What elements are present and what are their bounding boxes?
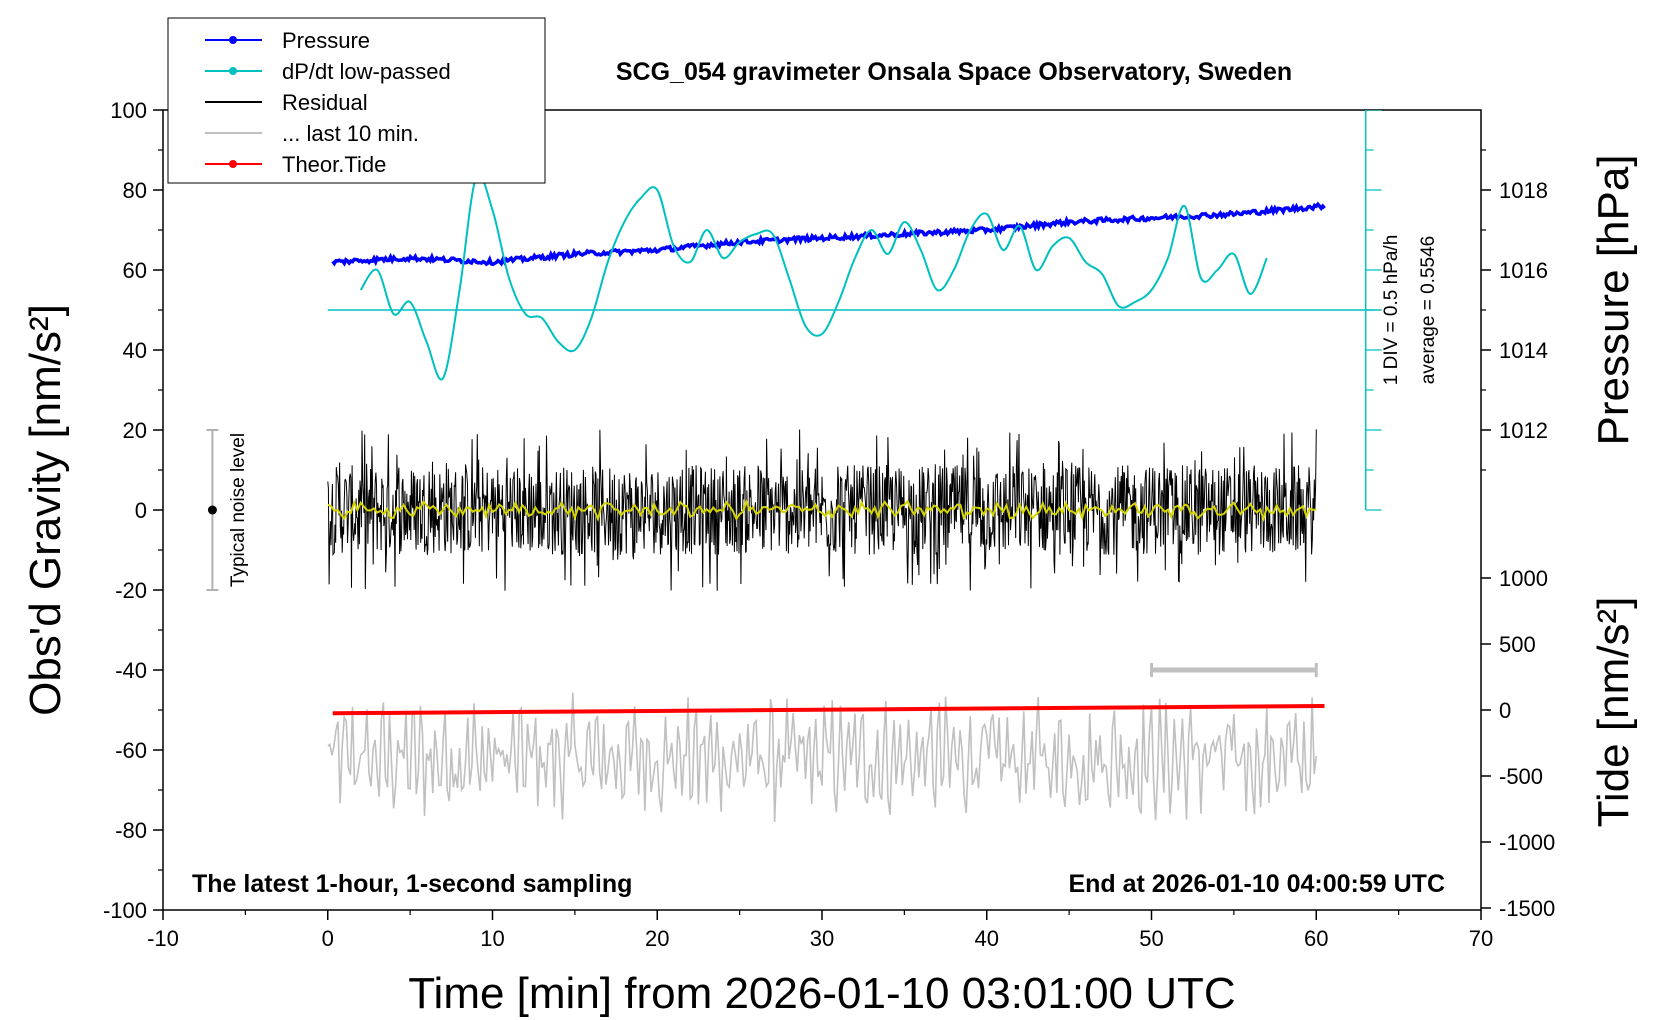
x-tick-label: -10 xyxy=(147,926,179,951)
y-tick-label-pressure: 1014 xyxy=(1499,338,1548,363)
chart-marks xyxy=(206,110,1382,822)
subtitle-right: End at 2026-01-10 04:00:59 UTC xyxy=(1068,870,1445,898)
y-tick-label-tide: -500 xyxy=(1499,764,1543,789)
legend-label: ... last 10 min. xyxy=(282,121,419,146)
y-tick-label-tide: 0 xyxy=(1499,698,1511,723)
x-tick-label: 60 xyxy=(1304,926,1328,951)
legend-marker xyxy=(229,160,237,168)
x-tick-label: 50 xyxy=(1139,926,1163,951)
y-tick-label-left: -60 xyxy=(115,738,147,763)
y-tick-label-left: 100 xyxy=(110,98,147,123)
legend-marker xyxy=(229,36,237,44)
y-axis-label-pressure: Pressure [hPa] xyxy=(1589,154,1638,445)
x-tick-label: 70 xyxy=(1469,926,1493,951)
y-tick-label-tide: 1000 xyxy=(1499,566,1548,591)
y-axis-label-tide: Tide [nm/s²] xyxy=(1589,597,1638,828)
x-tick-label: 30 xyxy=(810,926,834,951)
tide-trace xyxy=(332,704,1325,716)
y-tick-label-tide: -1500 xyxy=(1499,896,1555,921)
residual-trace xyxy=(327,429,1317,591)
subtitle-left: The latest 1-hour, 1-second sampling xyxy=(192,870,632,898)
x-tick-label: 10 xyxy=(480,926,504,951)
y-tick-label-left: 60 xyxy=(123,258,147,283)
dpdt-average-label: average = 0.5546 xyxy=(1418,236,1439,384)
x-tick-label: 40 xyxy=(975,926,999,951)
x-tick-label: 20 xyxy=(645,926,669,951)
y-tick-label-left: -80 xyxy=(115,818,147,843)
y-tick-label-left: -20 xyxy=(115,578,147,603)
noise-bar-center xyxy=(207,505,217,515)
dpdt-trace xyxy=(359,173,1268,381)
residual-smoothed-trace xyxy=(327,498,1317,523)
y-tick-label-pressure: 1016 xyxy=(1499,258,1548,283)
legend-label: Pressure xyxy=(282,28,370,53)
x-axis-label: Time [min] from 2026-01-10 03:01:00 UTC xyxy=(408,969,1235,1018)
legend-label: Theor.Tide xyxy=(282,152,386,177)
y-tick-label-left: 0 xyxy=(135,498,147,523)
chart-title: SCG_054 gravimeter Onsala Space Observat… xyxy=(616,58,1292,86)
pressure-trace xyxy=(331,201,1326,267)
dpdt-scale-label: 1 DIV = 0.5 hPa/h xyxy=(1381,235,1402,386)
y-axis-label-left: Obs'd Gravity [nm/s²] xyxy=(21,304,70,716)
y-tick-label-left: 80 xyxy=(123,178,147,203)
noise-label: Typical noise level xyxy=(228,433,249,587)
y-tick-label-left: -100 xyxy=(103,898,147,923)
x-tick-label: 0 xyxy=(322,926,334,951)
y-tick-label-tide: 500 xyxy=(1499,632,1536,657)
y-tick-label-pressure: 1018 xyxy=(1499,178,1548,203)
y-tick-label-left: 40 xyxy=(123,338,147,363)
legend: Pressure dP/dt low-passed Residual ... last… xyxy=(167,17,546,184)
legend-label: dP/dt low-passed xyxy=(282,59,451,84)
y-tick-label-pressure: 1012 xyxy=(1499,418,1548,443)
y-tick-label-tide: -1000 xyxy=(1499,830,1555,855)
legend-box xyxy=(167,17,546,184)
legend-marker xyxy=(229,67,237,75)
axis-ticks: -10 0 10 20 30 40 50 60 70-100-80-60-40-20020406… xyxy=(103,98,1555,951)
y-tick-label-left: 20 xyxy=(123,418,147,443)
legend-label: Residual xyxy=(282,90,368,115)
y-tick-label-left: -40 xyxy=(115,658,147,683)
